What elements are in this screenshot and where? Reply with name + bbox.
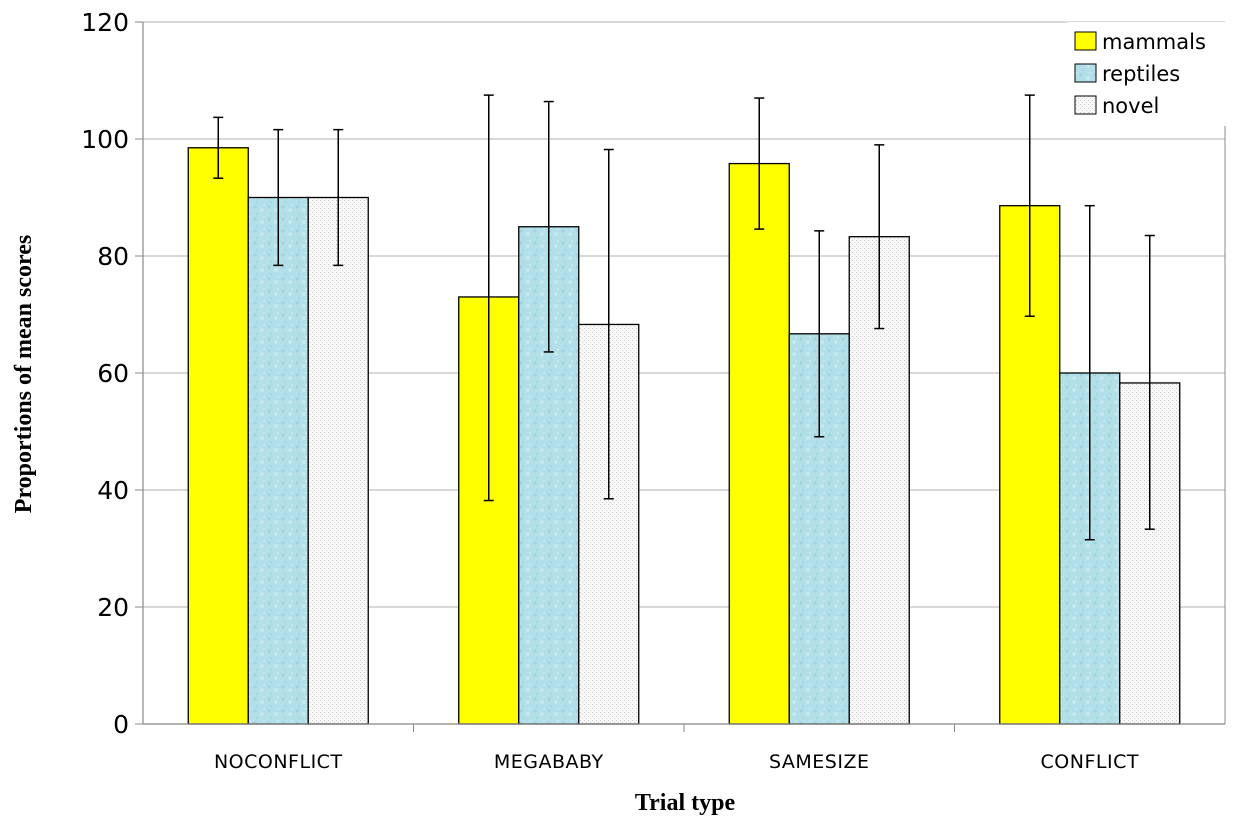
y-axis-title: Proportions of mean scores bbox=[11, 235, 37, 513]
y-tick-label: 60 bbox=[97, 359, 129, 388]
legend-label-reptiles: reptiles bbox=[1102, 62, 1180, 86]
x-tick-label: MEGABABY bbox=[494, 751, 604, 773]
axes bbox=[135, 21, 1226, 732]
legend-swatch-mammals bbox=[1074, 31, 1097, 51]
bar-mammals bbox=[728, 162, 790, 725]
legend-label-novel: novel bbox=[1102, 94, 1159, 118]
y-tick-label: 120 bbox=[81, 8, 129, 37]
error-bars bbox=[213, 94, 1155, 541]
y-tick-label: 100 bbox=[81, 125, 129, 154]
legend-swatch-novel bbox=[1074, 95, 1097, 115]
bar-novel bbox=[307, 196, 369, 725]
x-tick-label: CONFLICT bbox=[1041, 751, 1139, 773]
legend: mammals reptiles novel bbox=[1067, 22, 1230, 126]
x-axis-title: Trial type bbox=[635, 790, 736, 816]
axis-tick-labels: 0 20 40 60 80 100 120 NOCONFLICT MEGABABY SAMESIZ… bbox=[81, 8, 1139, 773]
y-tick-label: 0 bbox=[113, 710, 129, 739]
x-tick-label: NOCONFLICT bbox=[214, 751, 343, 773]
y-tick-label: 40 bbox=[97, 476, 129, 505]
y-tick-label: 80 bbox=[97, 242, 129, 271]
bar-mammals bbox=[187, 147, 249, 725]
legend-swatch-reptiles bbox=[1074, 63, 1097, 83]
y-tick-label: 20 bbox=[97, 593, 129, 622]
bars bbox=[187, 147, 1181, 725]
bar-reptiles bbox=[247, 196, 309, 725]
legend-label-mammals: mammals bbox=[1102, 30, 1206, 54]
x-tick-label: SAMESIZE bbox=[769, 751, 870, 773]
